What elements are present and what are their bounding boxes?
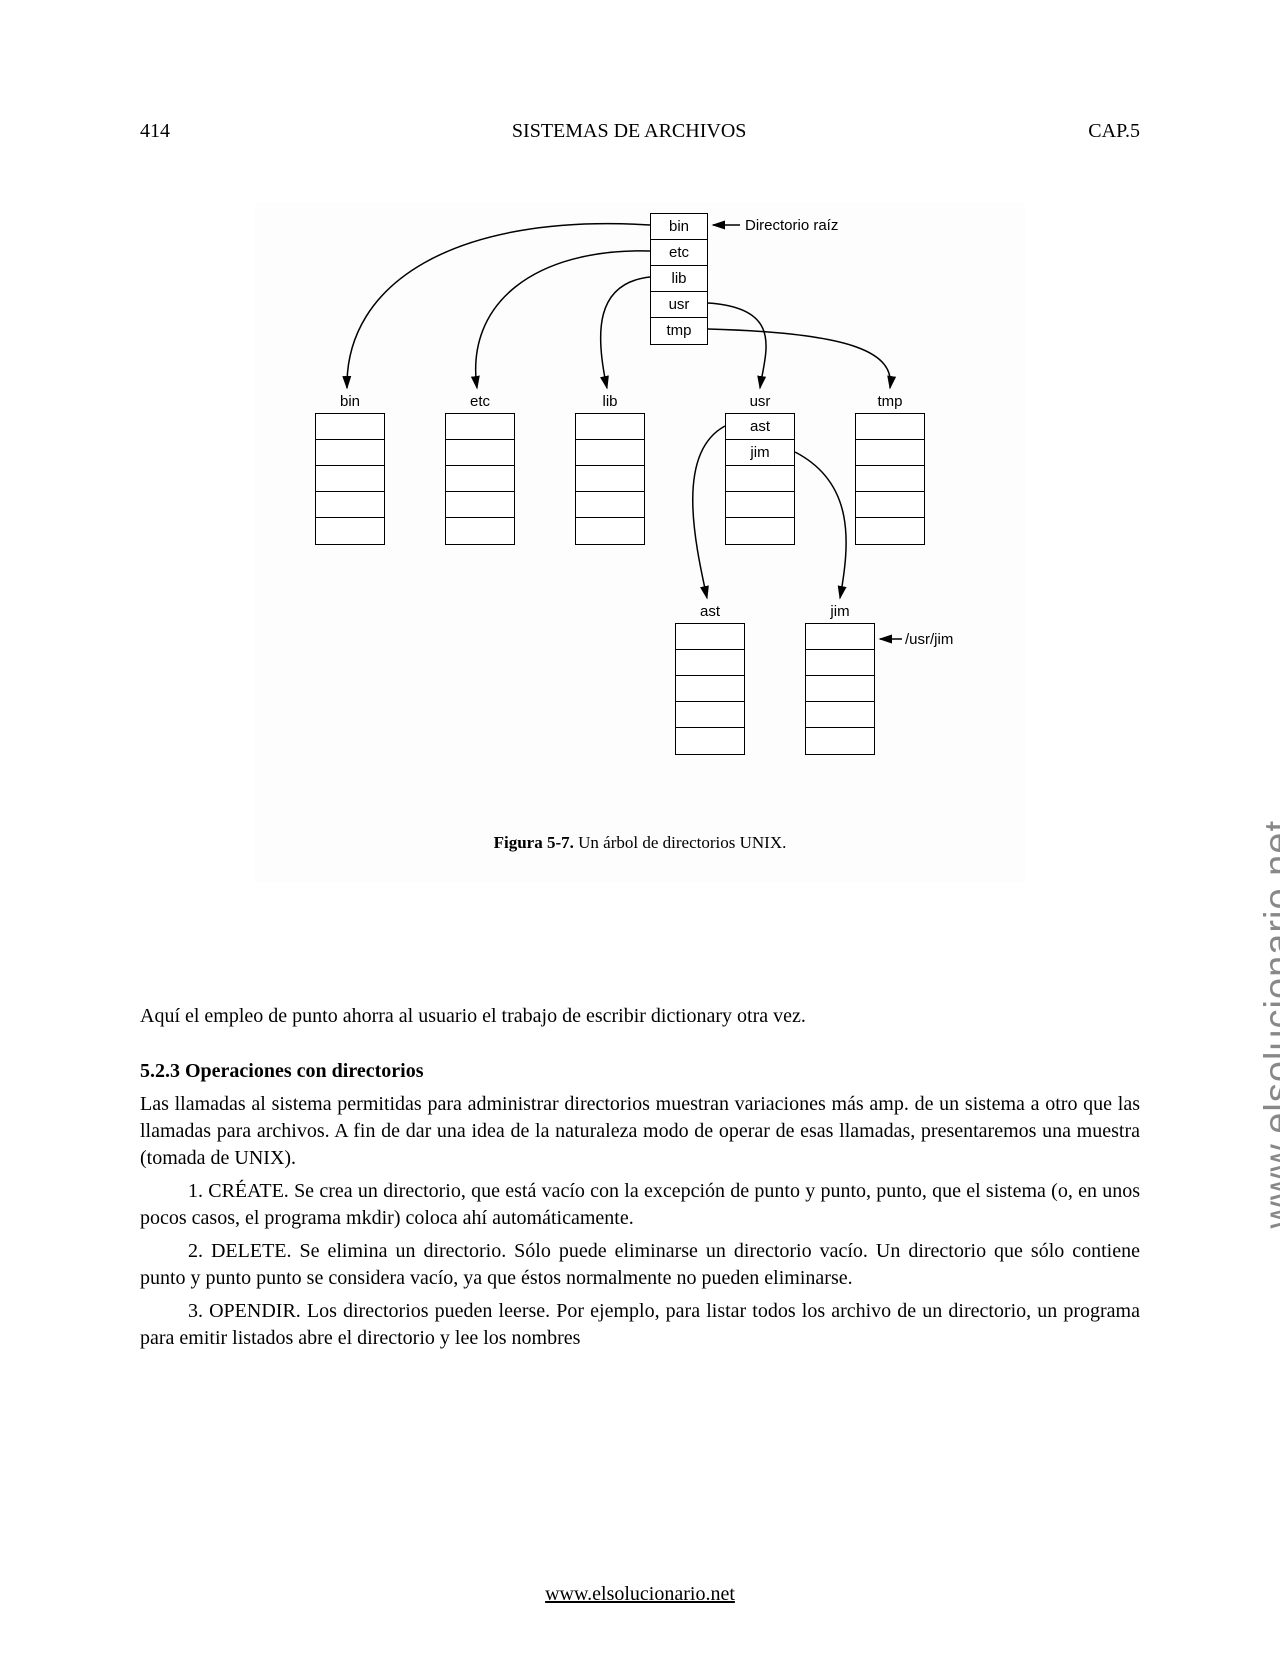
jim-box <box>805 623 875 755</box>
l2-label: tmp <box>855 393 925 410</box>
section-heading: 5.2.3 Operaciones con directorios <box>140 1058 1140 1085</box>
paragraph-1: Las llamadas al sistema permitidas para … <box>140 1091 1140 1172</box>
page-header: 414 SISTEMAS DE ARCHIVOS CAP.5 <box>140 120 1140 143</box>
l3-label: jim <box>805 603 875 620</box>
body-text: Aquí el empleo de punto ahorra al usuari… <box>140 1003 1140 1352</box>
list-item-3: 3. OPENDIR. Los directorios pueden leers… <box>140 1298 1140 1352</box>
list-item-2: 2. DELETE. Se elimina un directorio. Sól… <box>140 1238 1140 1292</box>
root-entry: usr <box>651 292 707 318</box>
figure-caption: Figura 5-7. Un árbol de directorios UNIX… <box>255 833 1025 853</box>
l2-label: usr <box>725 393 795 410</box>
list-item-1: 1. CRÉATE. Se crea un directorio, que es… <box>140 1178 1140 1232</box>
l2-label: lib <box>575 393 645 410</box>
lib-box <box>575 413 645 545</box>
root-entry: etc <box>651 240 707 266</box>
page-content: 414 SISTEMAS DE ARCHIVOS CAP.5 bin etc l… <box>0 0 1280 1438</box>
root-entry: lib <box>651 266 707 292</box>
usr-entry: ast <box>726 414 794 440</box>
ast-box <box>675 623 745 755</box>
page-number: 414 <box>140 120 170 143</box>
root-entry: bin <box>651 214 707 240</box>
l2-label: etc <box>445 393 515 410</box>
caption-text: Un árbol de directorios <box>578 833 739 852</box>
footer-link: www.elsolucionario.net <box>0 1583 1280 1606</box>
bin-box <box>315 413 385 545</box>
intro-paragraph: Aquí el empleo de punto ahorra al usuari… <box>140 1003 1140 1030</box>
figure-5-7: bin etc lib usr tmp Directorio raíz bin … <box>255 203 1025 883</box>
usr-box: ast jim <box>725 413 795 545</box>
root-dir-box: bin etc lib usr tmp <box>650 213 708 345</box>
etc-box <box>445 413 515 545</box>
l3-label: ast <box>675 603 745 620</box>
chapter-label: CAP.5 <box>1088 120 1140 143</box>
l2-label: bin <box>315 393 385 410</box>
caption-smallcaps: UNIX. <box>740 833 787 852</box>
header-title: SISTEMAS DE ARCHIVOS <box>170 120 1088 143</box>
caption-bold: Figura 5-7. <box>494 833 574 852</box>
root-annotation: Directorio raíz <box>745 217 838 234</box>
root-entry: tmp <box>651 318 707 344</box>
tmp-box <box>855 413 925 545</box>
usr-entry: jim <box>726 440 794 466</box>
jim-annotation: /usr/jim <box>905 631 953 648</box>
side-watermark: www.elsolucionario.net <box>1258 820 1280 1229</box>
